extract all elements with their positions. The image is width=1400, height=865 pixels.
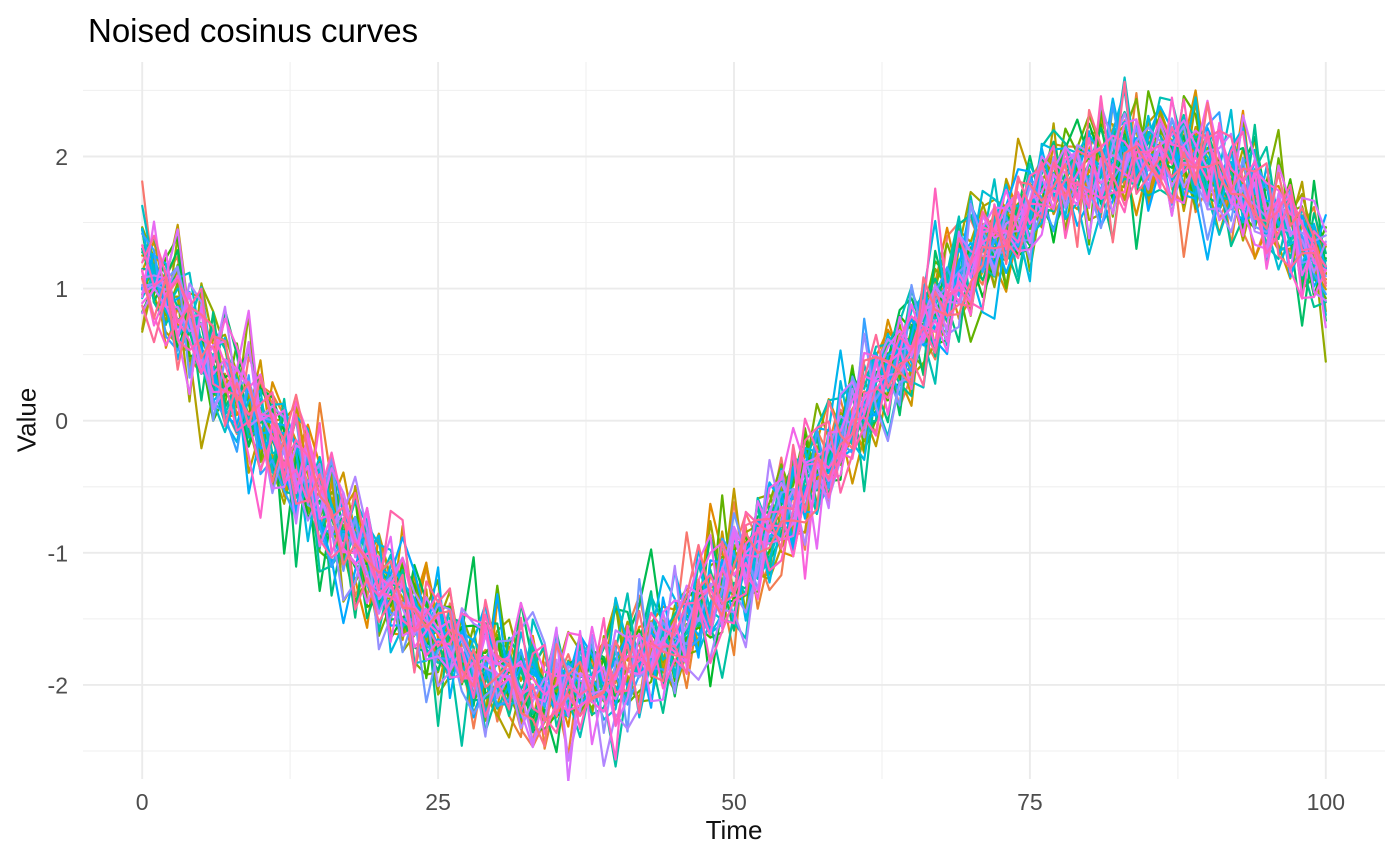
x-tick-label: 25 <box>425 789 451 815</box>
series-line <box>141 80 1327 723</box>
series-line <box>141 101 1327 748</box>
y-tick-label: 2 <box>55 144 68 170</box>
x-tick-label: 0 <box>136 789 149 815</box>
plot-title: Noised cosinus curves <box>88 12 419 49</box>
x-axis-title: Time <box>705 815 763 845</box>
y-tick-label: 1 <box>55 276 68 302</box>
x-tick-label: 100 <box>1307 789 1345 815</box>
y-tick-label: 0 <box>55 408 68 434</box>
x-tick-label: 50 <box>721 789 747 815</box>
y-axis-title: Value <box>11 387 42 453</box>
series-line <box>141 96 1327 761</box>
series-group <box>141 76 1327 781</box>
y-tick-label: -2 <box>48 672 68 698</box>
x-tick-label: 75 <box>1017 789 1043 815</box>
y-tick-label: -1 <box>48 540 68 566</box>
series-line <box>141 95 1327 731</box>
